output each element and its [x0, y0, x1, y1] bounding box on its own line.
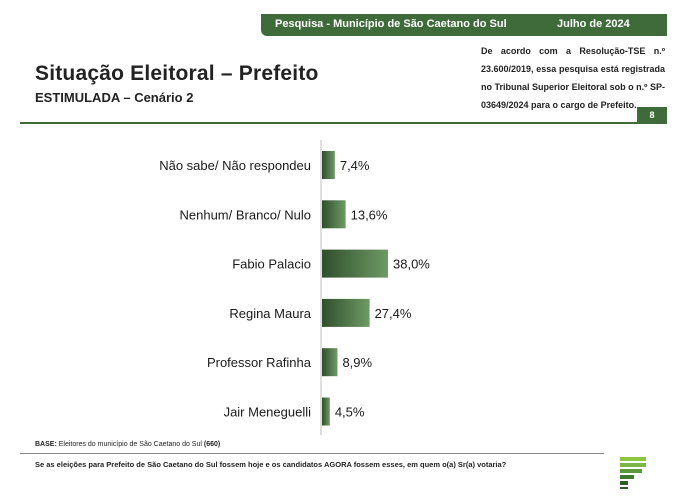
data-label: 4,5% — [335, 405, 365, 420]
bar — [322, 397, 330, 426]
data-label: 27,4% — [375, 306, 412, 321]
bar — [322, 348, 338, 377]
date-label: Julho de 2024 — [557, 18, 630, 30]
category-label: Nenhum/ Branco/ Nulo — [179, 207, 311, 222]
category-label: Fabio Palacio — [232, 257, 311, 272]
bar — [322, 298, 370, 327]
page-number: 8 — [637, 107, 667, 124]
page-title: Situação Eleitoral – Prefeito — [35, 62, 319, 85]
page-subtitle: ESTIMULADA – Cenário 2 — [35, 90, 194, 105]
bar — [322, 249, 388, 278]
base-count: (660) — [203, 441, 221, 448]
category-label: Regina Maura — [229, 306, 311, 321]
bar — [322, 200, 346, 229]
bar-chart: Não sabe/ Não respondeu 7,4% Nenhum/ Branc… — [159, 140, 430, 435]
header-bar: Pesquisa - Município de São Caetano do S… — [261, 14, 667, 36]
registration-note: De acordo com a Resolução-TSE n.º 23.600… — [481, 46, 665, 110]
footer-divider — [20, 453, 604, 454]
header-divider — [20, 122, 667, 124]
base-label: BASE: — [35, 441, 57, 448]
bar — [322, 151, 335, 179]
category-label: Professor Rafinha — [207, 355, 312, 370]
brand-logo-icon — [620, 457, 646, 489]
data-label: 8,9% — [342, 355, 372, 370]
base-note: BASE: Eleitores do município de São Caet… — [35, 441, 220, 448]
data-label: 13,6% — [351, 207, 388, 222]
survey-label: Pesquisa - Município de São Caetano do S… — [275, 18, 507, 30]
base-text: Eleitores do município de São Caetano do… — [56, 441, 204, 448]
data-label: 38,0% — [393, 257, 430, 272]
category-label: Jair Meneguelli — [224, 405, 312, 420]
category-label: Não sabe/ Não respondeu — [159, 158, 311, 173]
survey-question: Se as eleições para Prefeito de São Caet… — [35, 460, 507, 469]
data-label: 7,4% — [340, 158, 370, 173]
